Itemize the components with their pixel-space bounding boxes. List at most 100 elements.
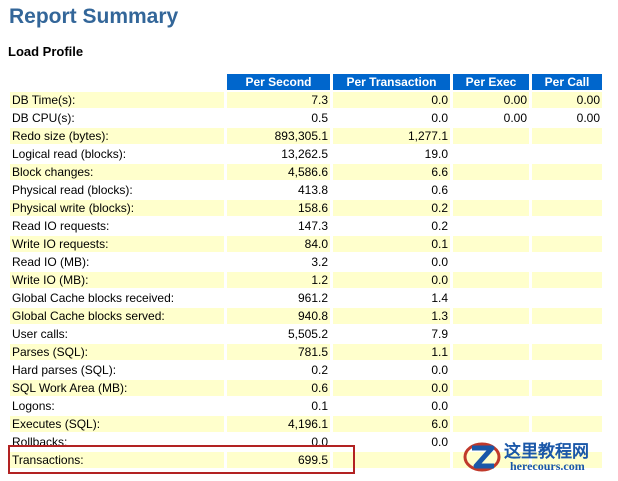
cell-per-exec <box>453 164 529 182</box>
cell-per-transaction: 0.0 <box>333 92 450 110</box>
cell-per-transaction: 0.0 <box>333 380 450 398</box>
cell-per-exec: 0.00 <box>453 110 529 128</box>
cell-per-exec <box>453 182 529 200</box>
table-row: Write IO requests: 84.0 0.1 <box>10 236 602 254</box>
cell-per-second: 961.2 <box>227 290 330 308</box>
cell-per-call <box>532 380 602 398</box>
header-per-second: Per Second <box>227 74 330 92</box>
table-row: Logons: 0.1 0.0 <box>10 398 602 416</box>
table-row: Physical write (blocks): 158.6 0.2 <box>10 200 602 218</box>
cell-per-exec <box>453 380 529 398</box>
cell-per-exec <box>453 200 529 218</box>
cell-per-exec: 0.00 <box>453 92 529 110</box>
table-row: Read IO requests: 147.3 0.2 <box>10 218 602 236</box>
cell-per-call <box>532 290 602 308</box>
cell-per-second: 1.2 <box>227 272 330 290</box>
cell-per-exec <box>453 290 529 308</box>
cell-per-call <box>532 326 602 344</box>
cell-per-transaction: 0.0 <box>333 362 450 380</box>
header-per-transaction: Per Transaction <box>333 74 450 92</box>
cell-metric-name: SQL Work Area (MB): <box>10 380 224 398</box>
table-row: DB Time(s): 7.3 0.0 0.00 0.00 <box>10 92 602 110</box>
header-blank <box>10 74 224 92</box>
cell-per-transaction: 0.2 <box>333 200 450 218</box>
cell-per-transaction: 0.0 <box>333 254 450 272</box>
cell-per-call <box>532 398 602 416</box>
cell-per-call <box>532 416 602 434</box>
cell-metric-name: Redo size (bytes): <box>10 128 224 146</box>
cell-metric-name: Physical read (blocks): <box>10 182 224 200</box>
cell-per-call <box>532 362 602 380</box>
table-row: DB CPU(s): 0.5 0.0 0.00 0.00 <box>10 110 602 128</box>
cell-metric-name: Write IO (MB): <box>10 272 224 290</box>
cell-per-second: 0.6 <box>227 380 330 398</box>
cell-metric-name: Parses (SQL): <box>10 344 224 362</box>
header-per-call: Per Call <box>532 74 602 92</box>
cell-metric-name: Read IO requests: <box>10 218 224 236</box>
cell-per-call <box>532 344 602 362</box>
cell-per-transaction: 0.2 <box>333 218 450 236</box>
cell-metric-name: DB Time(s): <box>10 92 224 110</box>
cell-per-transaction: 0.0 <box>333 110 450 128</box>
cell-metric-name: Block changes: <box>10 164 224 182</box>
cell-per-exec <box>453 272 529 290</box>
cell-per-second: 0.5 <box>227 110 330 128</box>
cell-per-call <box>532 164 602 182</box>
cell-per-call <box>532 308 602 326</box>
cell-per-transaction: 1,277.1 <box>333 128 450 146</box>
table-row: Global Cache blocks received: 961.2 1.4 <box>10 290 602 308</box>
table-row: Redo size (bytes): 893,305.1 1,277.1 <box>10 128 602 146</box>
cell-per-second: 940.8 <box>227 308 330 326</box>
table-row: Physical read (blocks): 413.8 0.6 <box>10 182 602 200</box>
cell-per-transaction: 19.0 <box>333 146 450 164</box>
cell-per-transaction: 7.9 <box>333 326 450 344</box>
cell-metric-name: Global Cache blocks received: <box>10 290 224 308</box>
table-row: User calls: 5,505.2 7.9 <box>10 326 602 344</box>
cell-per-second: 4,586.6 <box>227 164 330 182</box>
cell-per-second: 13,262.5 <box>227 146 330 164</box>
cell-per-second: 413.8 <box>227 182 330 200</box>
watermark-cn-text: 这里教程网 <box>504 442 589 462</box>
cell-per-second: 4,196.1 <box>227 416 330 434</box>
cell-per-transaction: 0.6 <box>333 182 450 200</box>
cell-per-exec <box>453 416 529 434</box>
site-watermark: 这里教程网 herecours.com <box>462 437 612 477</box>
cell-per-call <box>532 146 602 164</box>
cell-per-call <box>532 128 602 146</box>
cell-per-second: 3.2 <box>227 254 330 272</box>
cell-per-transaction: 6.0 <box>333 416 450 434</box>
cell-per-exec <box>453 326 529 344</box>
cell-per-transaction: 1.1 <box>333 344 450 362</box>
cell-per-call <box>532 434 602 452</box>
cell-per-exec <box>453 218 529 236</box>
load-profile-table: Per Second Per Transaction Per Exec Per … <box>7 74 605 470</box>
cell-metric-name: Write IO requests: <box>10 236 224 254</box>
cell-per-transaction <box>333 452 450 470</box>
cell-per-transaction: 6.6 <box>333 164 450 182</box>
cell-per-second: 0.1 <box>227 398 330 416</box>
table-row: Logical read (blocks): 13,262.5 19.0 <box>10 146 602 164</box>
cell-per-transaction: 0.0 <box>333 272 450 290</box>
cell-per-call <box>532 254 602 272</box>
cell-per-exec <box>453 254 529 272</box>
cell-per-second: 84.0 <box>227 236 330 254</box>
cell-per-exec <box>453 344 529 362</box>
table-row: Block changes: 4,586.6 6.6 <box>10 164 602 182</box>
cell-per-call <box>532 236 602 254</box>
cell-metric-name: Logical read (blocks): <box>10 146 224 164</box>
cell-per-transaction: 0.0 <box>333 398 450 416</box>
cell-per-transaction: 0.1 <box>333 236 450 254</box>
site-logo-icon <box>463 442 501 472</box>
table-row: Hard parses (SQL): 0.2 0.0 <box>10 362 602 380</box>
header-per-exec: Per Exec <box>453 74 529 92</box>
cell-per-second: 5,505.2 <box>227 326 330 344</box>
table-body: DB Time(s): 7.3 0.0 0.00 0.00 DB CPU(s): 0.5 0.… <box>10 92 602 470</box>
cell-per-second: 0.0 <box>227 434 330 452</box>
cell-per-second: 893,305.1 <box>227 128 330 146</box>
table-row: Executes (SQL): 4,196.1 6.0 <box>10 416 602 434</box>
cell-per-transaction: 1.3 <box>333 308 450 326</box>
section-heading: Load Profile <box>8 44 84 59</box>
cell-metric-name: Transactions: <box>10 452 224 470</box>
cell-per-second: 158.6 <box>227 200 330 218</box>
cell-per-second: 781.5 <box>227 344 330 362</box>
